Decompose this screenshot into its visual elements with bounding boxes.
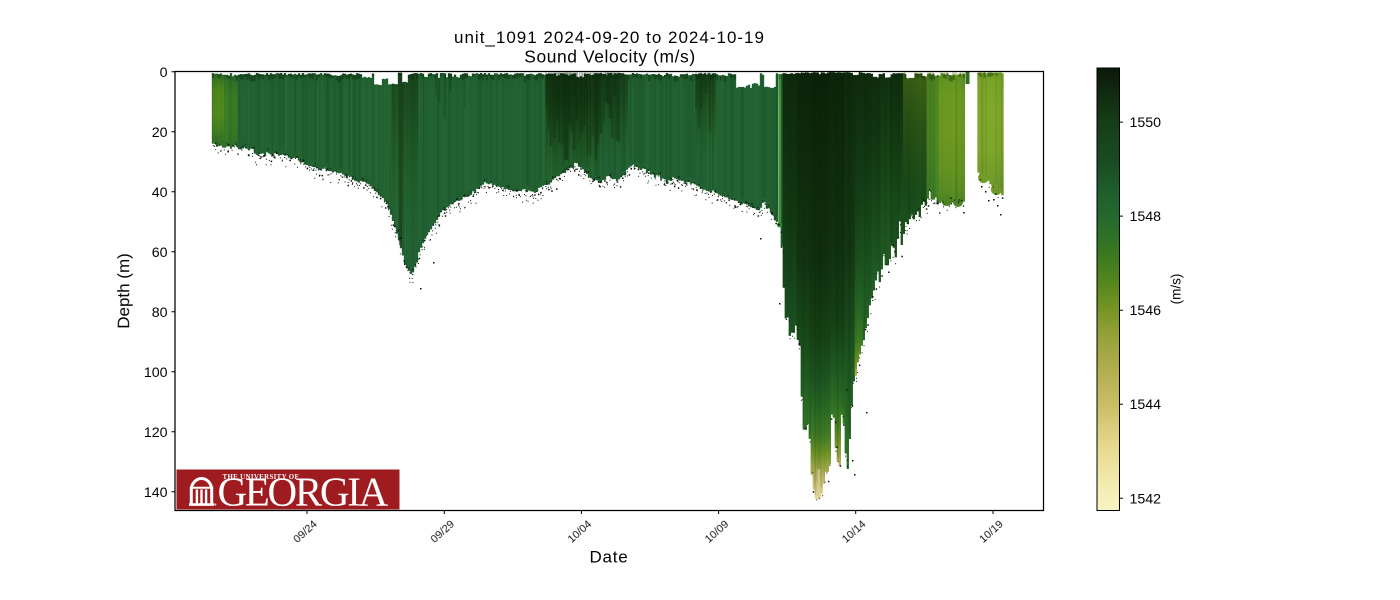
svg-text:1550: 1550 xyxy=(1130,115,1162,131)
svg-text:0: 0 xyxy=(160,65,168,81)
svg-text:Depth (m): Depth (m) xyxy=(114,253,133,329)
svg-text:1544: 1544 xyxy=(1130,397,1162,413)
svg-text:1548: 1548 xyxy=(1130,209,1162,225)
svg-text:Sound Velocity (m/s): Sound Velocity (m/s) xyxy=(524,47,695,67)
svg-text:THE UNIVERSITY OF: THE UNIVERSITY OF xyxy=(223,474,300,481)
svg-text:Date: Date xyxy=(589,548,628,567)
svg-text:80: 80 xyxy=(152,305,168,321)
svg-text:140: 140 xyxy=(144,485,168,501)
svg-text:100: 100 xyxy=(144,365,168,381)
svg-text:(m/s): (m/s) xyxy=(1169,274,1184,305)
svg-text:60: 60 xyxy=(152,245,168,261)
svg-text:unit_1091 2024-09-20 to 2024-1: unit_1091 2024-09-20 to 2024-10-19 xyxy=(454,28,765,47)
svg-text:GEORGIA: GEORGIA xyxy=(218,469,389,515)
svg-text:1542: 1542 xyxy=(1130,491,1162,507)
svg-text:20: 20 xyxy=(152,125,168,141)
svg-text:120: 120 xyxy=(144,425,168,441)
svg-text:1546: 1546 xyxy=(1130,303,1162,319)
svg-text:40: 40 xyxy=(152,185,168,201)
